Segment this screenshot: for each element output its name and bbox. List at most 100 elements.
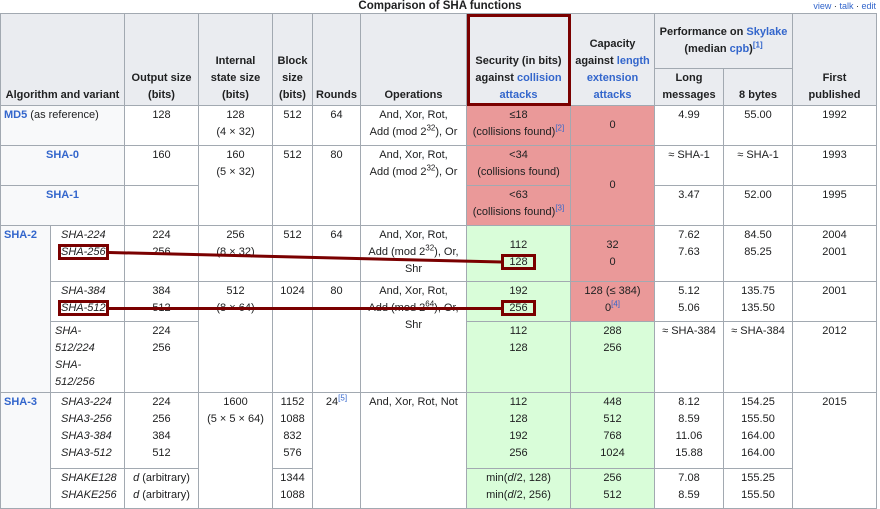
sha384-label[interactable]: SHA-384 [61, 285, 106, 297]
shake128-long: 7.08 [678, 472, 700, 484]
sha2-g1-variants: SHA-224 SHA-256 [50, 225, 125, 282]
md5-8bytes: 55.00 [722, 105, 794, 146]
sha384-8bytes: 135.75 [741, 285, 775, 297]
sha384-long: 5.12 [678, 285, 700, 297]
sha0-ops-line3: ), Or [435, 166, 458, 178]
sha3-link[interactable]: SHA-3 [4, 396, 38, 408]
sha3-block: 1152 1088 832 576 [272, 392, 313, 469]
sha2-g1-first: 2004 2001 [792, 225, 878, 282]
sha3-internal: 1600 (5 × 5 × 64) [198, 392, 273, 509]
sha3-256-output: 256 [152, 413, 171, 425]
sha2-g3-long: ≈ SHA-384 [654, 321, 724, 393]
sha512-label[interactable]: SHA-512 [61, 302, 106, 314]
sha512-224-label[interactable]: SHA-512/224 [55, 325, 95, 354]
sha512-224-security: 112 [509, 325, 528, 337]
sha512-224-capacity: 288 [603, 325, 622, 337]
perf-ref-note[interactable]: [1] [752, 40, 763, 50]
sha0-security-note: (collisions found) [477, 166, 560, 178]
sha224-long: 7.62 [678, 229, 700, 241]
perf-header-mid: (median [684, 43, 730, 55]
md5-ops-exp: 32 [426, 123, 436, 133]
sha3-256-label[interactable]: SHA3-256 [61, 413, 112, 425]
shake256-label[interactable]: SHAKE256 [61, 489, 117, 501]
sha2-g3-8bytes: ≈ SHA-384 [722, 321, 794, 393]
md5-internal-detail: (4 × 32) [216, 126, 255, 138]
sha2-g1-ops-line1: And, Xor, Rot, [379, 229, 448, 241]
sha3-384-security: 192 [509, 430, 528, 442]
sha2-g2-variants: SHA-384 SHA-512 [50, 281, 125, 322]
edit-link[interactable]: edit [861, 1, 876, 11]
sha2-link[interactable]: SHA-2 [4, 229, 38, 241]
sha2-g1-internal: 256 (8 × 32) [198, 225, 273, 282]
cpb-link[interactable]: cpb [729, 43, 750, 55]
sha2-g2-rounds: 80 [312, 281, 361, 393]
sha3-224-label[interactable]: SHA3-224 [61, 396, 112, 408]
shake-security: min(d/2, 128) min(d/2, 256) [466, 468, 571, 509]
sha384-capacity: 128 (≤ 384) [584, 285, 641, 297]
sha0-ops-line2: Add (mod 2 [369, 166, 427, 178]
md5-security-note: (collisions found) [472, 126, 556, 138]
sha3-224-security: 112 [509, 396, 528, 408]
md5-internal: 128 (4 × 32) [198, 105, 273, 146]
sha2-g2-8bytes: 135.75 135.50 [722, 281, 794, 322]
md5-link[interactable]: MD5 [4, 109, 28, 121]
shake256-output-rest: (arbitrary) [139, 489, 190, 501]
sha3-512-label[interactable]: SHA3-512 [61, 447, 112, 459]
sha2-g1-output: 224 256 [124, 225, 199, 282]
sha3-256-long: 8.59 [678, 413, 700, 425]
sha512-capacity-ref[interactable]: [4] [611, 299, 621, 309]
sha3-384-long: 11.06 [675, 430, 703, 442]
sha256-label[interactable]: SHA-256 [61, 246, 106, 258]
header-security: Security (in bits) against collision att… [466, 13, 571, 106]
shake128-output-rest: (arbitrary) [139, 472, 190, 484]
sha2-g2-security: 192 256 [466, 281, 571, 322]
sha3-384-capacity: 768 [603, 430, 622, 442]
sha1-security-ref[interactable]: [3] [555, 203, 565, 213]
shake-long: 7.08 8.59 [654, 468, 724, 509]
md5-internal-value: 128 [226, 109, 245, 121]
sha3-output: 224 256 384 512 [124, 392, 199, 469]
sha512-256-label[interactable]: SHA-512/256 [55, 359, 95, 388]
sha3-256-capacity: 512 [603, 413, 622, 425]
sha3-rounds-value: 24 [325, 396, 339, 408]
navbar: view · talk · edit [813, 0, 876, 12]
sha512-security: 256 [509, 302, 528, 314]
sha-comparison-table: Algorithm and variant Output size (bits)… [0, 13, 878, 509]
header-rounds: Rounds [312, 13, 361, 106]
header-operations: Operations [360, 13, 467, 106]
sha1-first: 1995 [792, 185, 878, 226]
md5-cell: MD5 (as reference) [0, 105, 125, 146]
shake256-block: 1088 [280, 489, 305, 501]
shake128-8bytes: 155.25 [741, 472, 775, 484]
sha0-rounds: 80 [312, 145, 361, 226]
sha1-link[interactable]: SHA-1 [45, 189, 79, 201]
sha2-cell: SHA-2 [0, 225, 51, 393]
sha2-g3-capacity: 288 256 [570, 321, 655, 393]
sha1-security-note: (collisions found) [472, 206, 556, 218]
collision-attacks-link[interactable]: collision attacks [499, 72, 562, 101]
sha3-384-label[interactable]: SHA3-384 [61, 430, 112, 442]
skylake-link[interactable]: Skylake [746, 26, 788, 38]
sha224-label[interactable]: SHA-224 [61, 229, 106, 241]
sha2-g3-first: 2012 [792, 321, 878, 393]
navbar-separator: · [833, 1, 837, 11]
talk-link[interactable]: talk [839, 1, 854, 11]
shake128-sec-post: /2, 128) [513, 472, 551, 484]
shake128-sec-pre: min( [486, 472, 508, 484]
sha3-rounds-ref[interactable]: [5] [338, 393, 348, 403]
md5-security-ref[interactable]: [2] [555, 123, 565, 133]
sha0-cell: SHA-0 [0, 145, 125, 186]
length-extension-link[interactable]: length extension attacks [586, 55, 650, 101]
md5-output: 128 [124, 105, 199, 146]
sha1-8bytes: 52.00 [722, 185, 794, 226]
sha0-8bytes: ≈ SHA-1 [722, 145, 794, 186]
sha2-g1-ops-line4: Shr [404, 263, 423, 275]
view-link[interactable]: view [813, 1, 832, 11]
sha0-link[interactable]: SHA-0 [45, 149, 79, 161]
shake256-sec-post: /2, 256) [513, 489, 551, 501]
shake128-label[interactable]: SHAKE128 [61, 472, 117, 484]
sha3-rounds: 24[5] [312, 392, 361, 509]
sha2-g2-ops-line3: ), Or, [434, 302, 459, 314]
sha256-capacity: 0 [609, 255, 616, 268]
perf-header-suffix: ) [749, 43, 753, 55]
